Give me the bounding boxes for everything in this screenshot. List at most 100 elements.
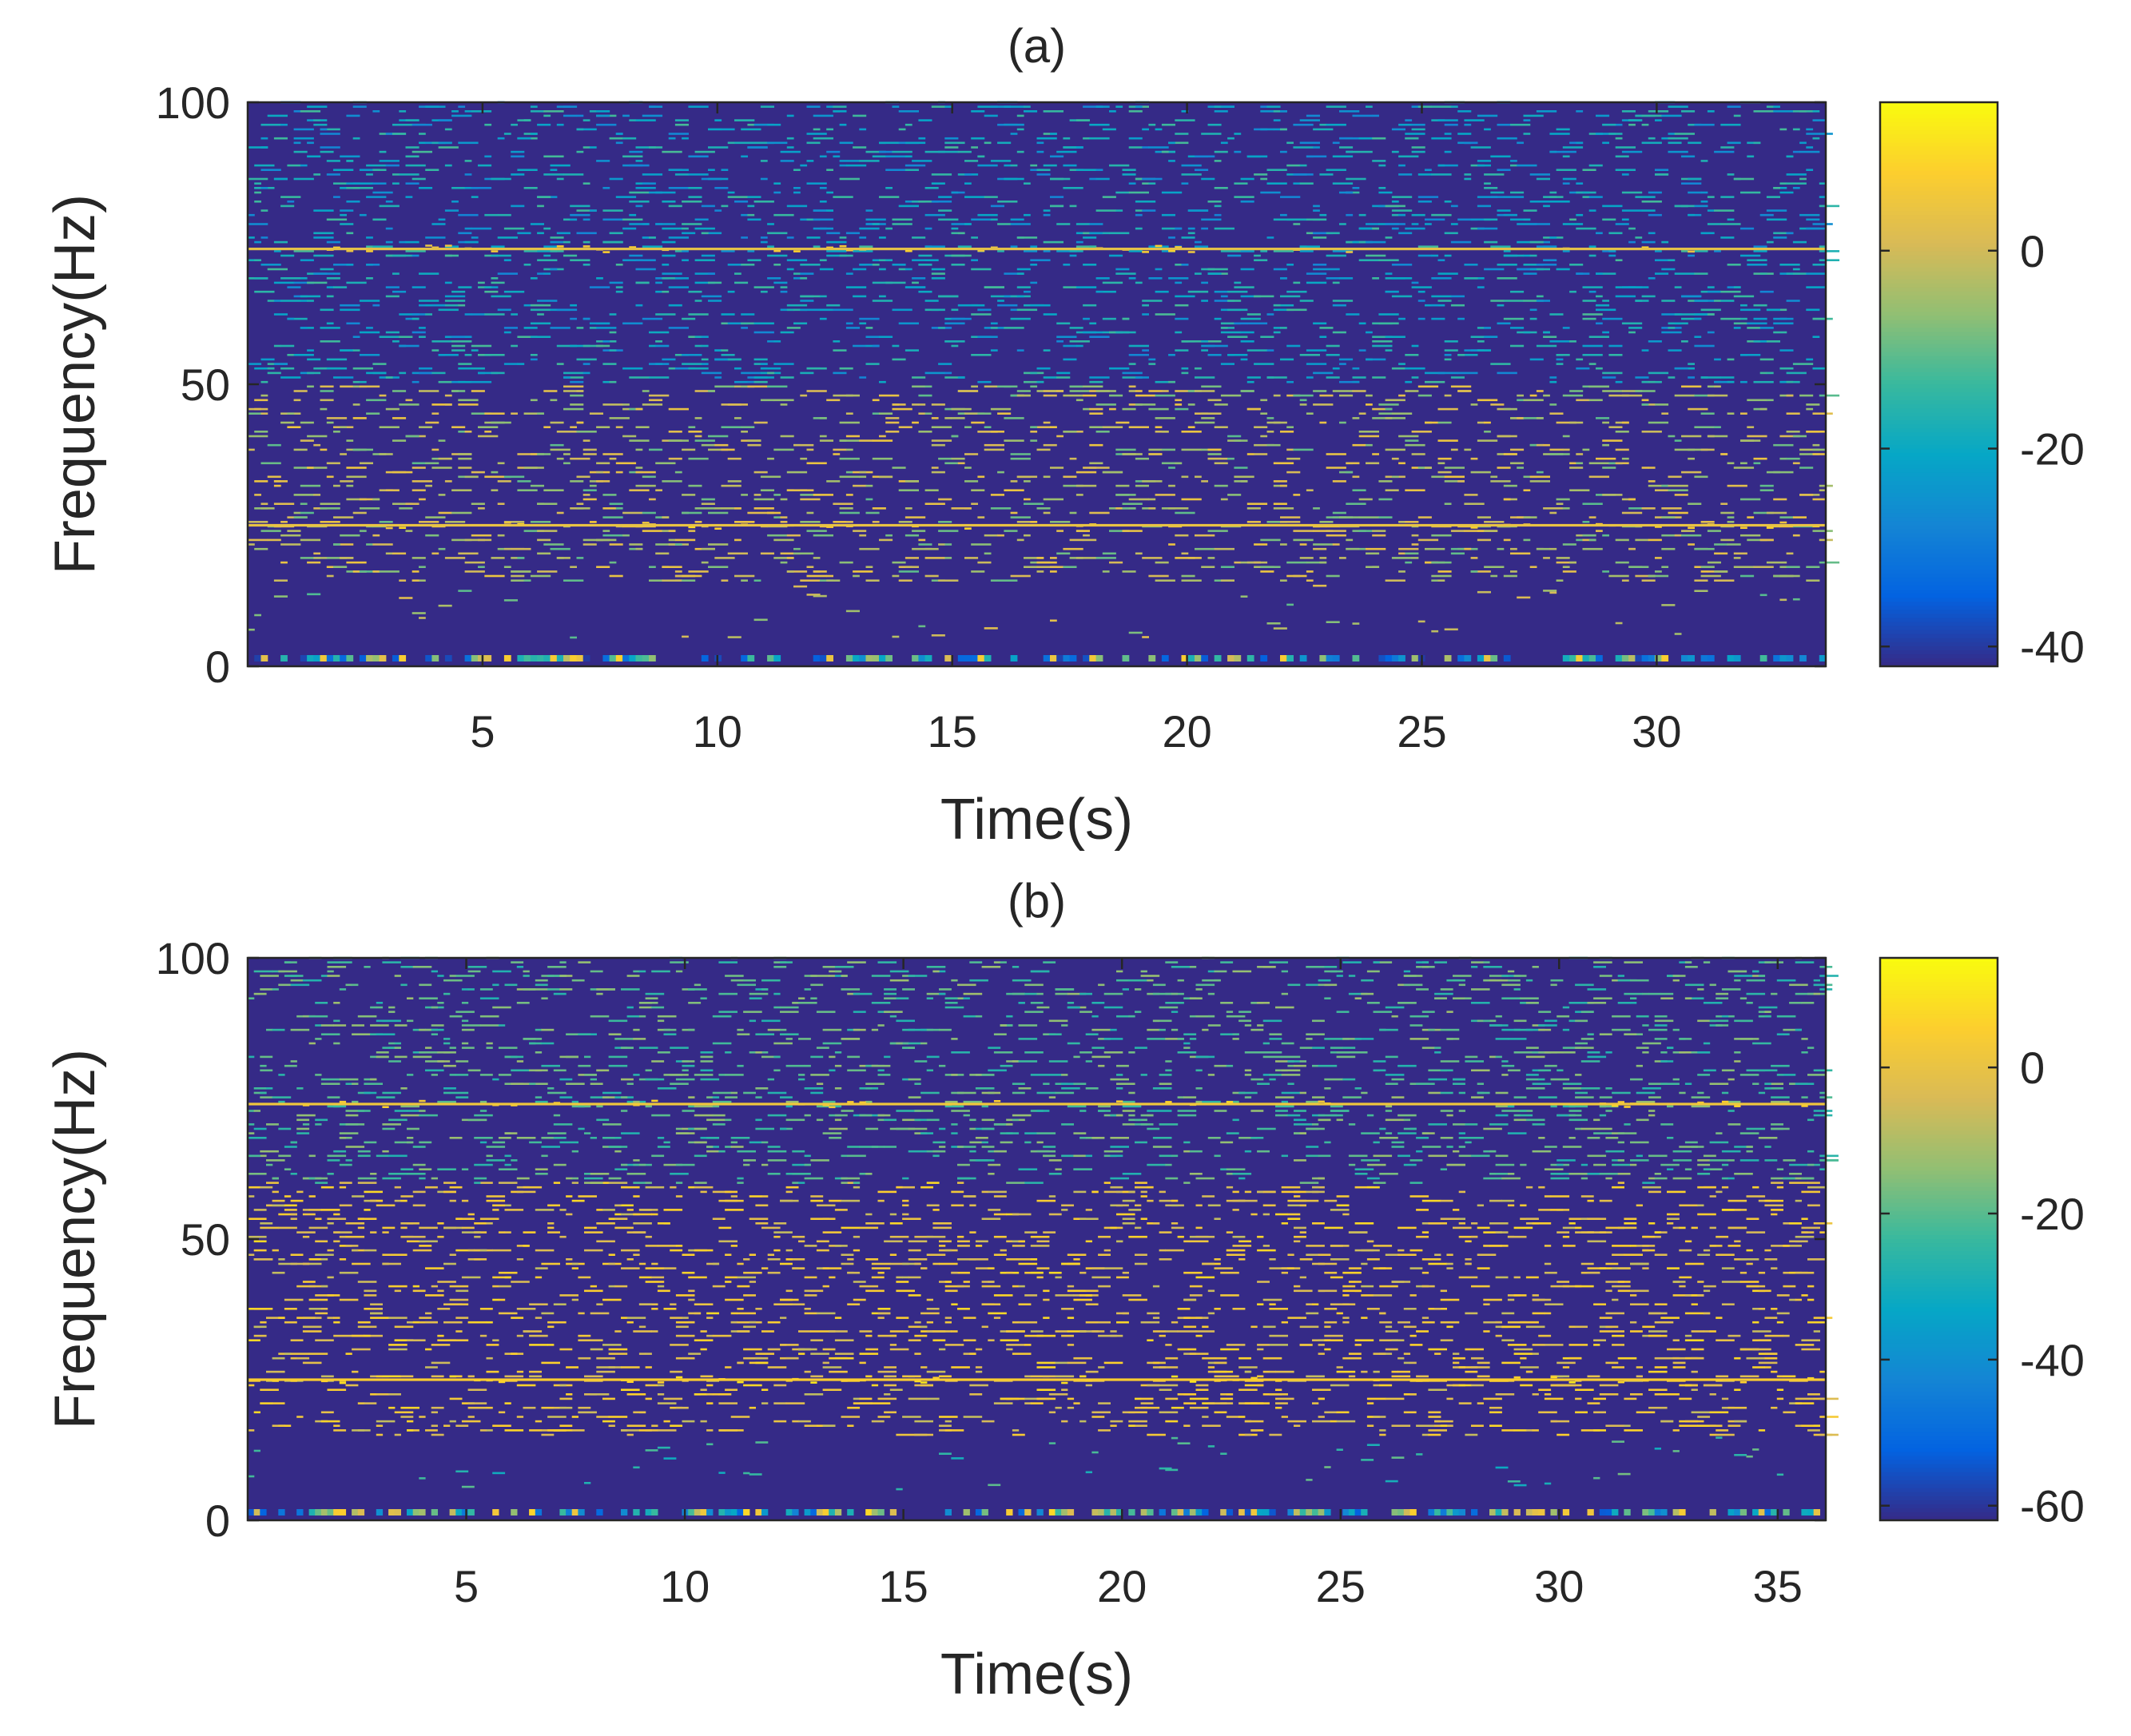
- spectrogram-cell: [1372, 114, 1379, 117]
- spectrogram-cell: [1503, 196, 1525, 198]
- spectrogram-cell: [629, 223, 650, 225]
- spectrogram-cell: [1366, 358, 1373, 361]
- spectrogram-cell: [902, 1276, 909, 1279]
- spectrogram-cell: [1089, 407, 1103, 411]
- spectrogram-cell: [516, 1334, 524, 1337]
- spectrogram-cell: [517, 480, 531, 483]
- spectrogram-cell: [834, 1339, 854, 1341]
- spectrogram-cell: [1655, 403, 1669, 406]
- spectrogram-cell: [1187, 426, 1195, 428]
- spectrogram-cell: [370, 1308, 383, 1310]
- spectrogram-cell: [701, 205, 715, 208]
- spectrogram-cell: [1648, 380, 1656, 383]
- spectrogram-cell: [1470, 570, 1478, 573]
- spectrogram-cell: [1391, 227, 1399, 230]
- spectrogram-cell: [885, 475, 893, 479]
- spectrogram-cell: [1332, 331, 1346, 334]
- spectrogram-cell: [412, 1249, 432, 1252]
- spectrogram-cell: [924, 259, 939, 261]
- spectrogram-cell: [1050, 177, 1064, 181]
- spectrogram-cell: [706, 1393, 714, 1396]
- spectrogram-cell: [1727, 141, 1741, 145]
- spectrogram-cell: [1048, 1213, 1062, 1216]
- spectrogram-cell: [1378, 187, 1386, 189]
- spectrogram-cell: [1089, 245, 1097, 248]
- spectrogram-cell: [315, 1253, 334, 1256]
- spectrogram-cell: [1358, 516, 1379, 518]
- spectrogram-cell: [1562, 250, 1570, 252]
- spectrogram-cell: [1457, 354, 1465, 356]
- spectrogram-cell: [1773, 232, 1780, 235]
- spectrogram-cell: [708, 300, 722, 302]
- spectrogram-cell: [498, 1285, 511, 1288]
- spectrogram-cell: [1195, 534, 1215, 537]
- spectrogram-cell: [1405, 367, 1425, 370]
- spectrogram-cell: [1733, 557, 1741, 559]
- spectrogram-cell: [327, 1294, 340, 1297]
- spectrogram-cell: [1602, 534, 1609, 537]
- spectrogram-cell: [571, 1182, 578, 1184]
- spectrogram-cell: [1417, 290, 1425, 293]
- spectrogram-cell: [1759, 594, 1767, 597]
- spectrogram-cell: [1385, 489, 1399, 491]
- spectrogram-cell: [668, 205, 682, 208]
- spectrogram-cell: [1477, 340, 1485, 343]
- spectrogram-cell: [1246, 521, 1261, 523]
- spectrogram-cell: [267, 114, 288, 117]
- spectrogram-cell: [1582, 521, 1590, 523]
- spectrogram-cell: [260, 462, 281, 465]
- spectrogram-cell: [635, 467, 643, 469]
- spectrogram-cell: [931, 471, 945, 474]
- spectrogram-cell: [1700, 376, 1721, 379]
- colorbar-segment: [1880, 497, 1998, 502]
- spectrogram-cell: [859, 1402, 873, 1404]
- spectrogram-cell: [1175, 462, 1183, 465]
- spectrogram-cell: [419, 133, 426, 135]
- spectrogram-cell: [845, 164, 867, 167]
- spectrogram-cell: [1293, 574, 1301, 578]
- spectrogram-cell: [977, 105, 998, 108]
- spectrogram-cell: [1346, 313, 1360, 316]
- spectrogram-cell: [1181, 579, 1202, 582]
- spectrogram-cell: [570, 259, 590, 261]
- spectrogram-cell: [1181, 340, 1202, 343]
- spectrogram-cell: [1299, 557, 1314, 559]
- spectrogram-cell: [359, 530, 367, 532]
- colorbar-segment: [1880, 440, 1998, 446]
- spectrogram-cell: [1004, 177, 1024, 181]
- spectrogram-cell: [346, 475, 367, 479]
- spectrogram-cell: [1313, 322, 1327, 325]
- spectrogram-cell: [1155, 380, 1175, 383]
- spectrogram-cell: [1128, 390, 1136, 392]
- spectrogram-cell: [1674, 448, 1695, 451]
- spectrogram-cell: [327, 1249, 334, 1252]
- spectrogram-cell: [1655, 250, 1662, 252]
- spectrogram-cell: [333, 1424, 340, 1427]
- spectrogram-cell: [904, 123, 912, 126]
- spectrogram-cell: [1799, 141, 1807, 145]
- spectrogram-cell: [419, 371, 433, 375]
- spectrogram-cell: [773, 448, 794, 451]
- spectrogram-cell: [1628, 566, 1649, 568]
- spectrogram-cell: [1030, 426, 1038, 428]
- spectrogram-cell: [1510, 290, 1525, 293]
- spectrogram-cell: [609, 380, 617, 383]
- spectrogram-cell: [792, 1303, 805, 1305]
- spectrogram-cell: [517, 232, 531, 235]
- spectrogram-cell: [602, 530, 610, 532]
- spectrogram-cell: [1621, 218, 1629, 221]
- spectrogram-cell: [339, 1258, 347, 1261]
- colorbar-segment: [1880, 194, 1998, 200]
- spectrogram-cell: [1115, 421, 1130, 424]
- spectrogram-cell: [918, 264, 932, 266]
- spectrogram-cell: [576, 150, 584, 153]
- spectrogram-cell: [1799, 394, 1814, 397]
- spectrogram-cell: [819, 259, 827, 261]
- spectrogram-cell: [1148, 453, 1163, 455]
- spectrogram-cell: [1549, 448, 1564, 451]
- spectrogram-cell: [484, 475, 505, 479]
- spectrogram-cell: [458, 367, 472, 370]
- spectrogram-cell: [638, 1411, 646, 1414]
- spectrogram-cell: [248, 1429, 255, 1432]
- spectrogram-cell: [1740, 574, 1755, 578]
